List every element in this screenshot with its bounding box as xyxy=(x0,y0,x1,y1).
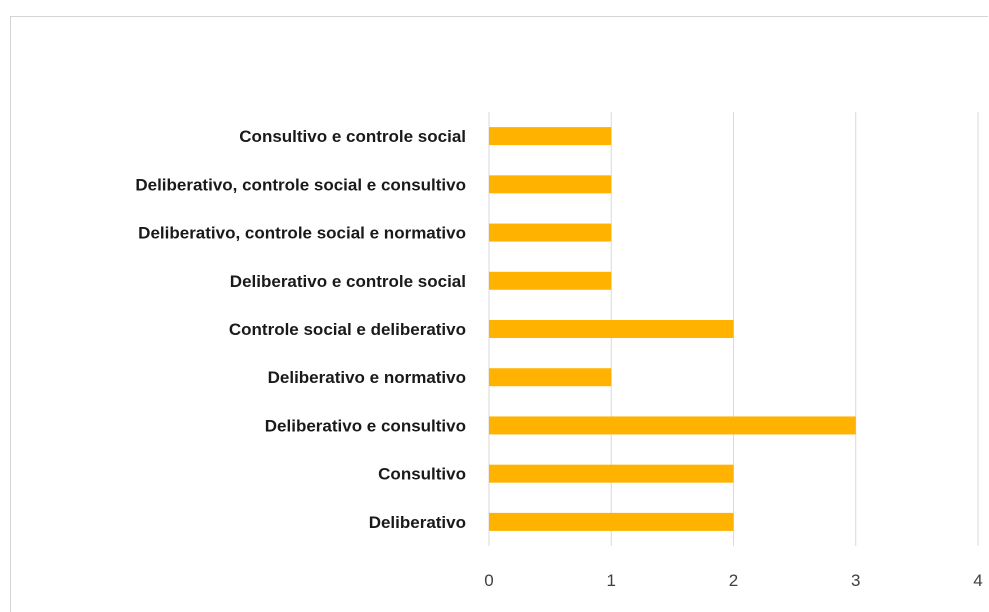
bar-6 xyxy=(489,223,612,242)
bar-4 xyxy=(489,320,734,338)
category-labels: Deliberativo Consultivo Deliberativo e con… xyxy=(135,127,466,532)
category-label-2: Deliberativo e consultivo xyxy=(265,416,466,435)
bar-3 xyxy=(489,368,612,387)
bar-7 xyxy=(489,175,612,194)
bar-0 xyxy=(489,512,734,531)
category-label-5: Deliberativo e controle social xyxy=(230,272,466,291)
chart-frame xyxy=(10,16,988,612)
bar-8 xyxy=(489,127,612,146)
x-tick-label-2: 2 xyxy=(729,571,738,590)
category-label-6: Deliberativo, controle social e normativ… xyxy=(138,224,466,243)
category-label-4: Controle social e deliberativo xyxy=(229,320,466,339)
category-label-3: Deliberativo e normativo xyxy=(268,368,466,387)
bar-5 xyxy=(489,271,612,290)
category-label-1: Consultivo xyxy=(378,465,466,484)
x-tick-labels: 0 1 2 3 4 xyxy=(484,571,982,590)
category-label-8: Consultivo e controle social xyxy=(239,127,466,146)
x-tick-label-1: 1 xyxy=(607,571,616,590)
x-tick-label-0: 0 xyxy=(484,571,493,590)
category-label-7: Deliberativo, controle social e consulti… xyxy=(135,175,466,194)
bars xyxy=(489,127,856,531)
bar-1 xyxy=(489,464,734,483)
category-label-0: Deliberativo xyxy=(369,513,466,532)
x-tick-label-3: 3 xyxy=(851,571,860,590)
bar-2 xyxy=(489,416,856,435)
x-tick-label-4: 4 xyxy=(973,571,982,590)
